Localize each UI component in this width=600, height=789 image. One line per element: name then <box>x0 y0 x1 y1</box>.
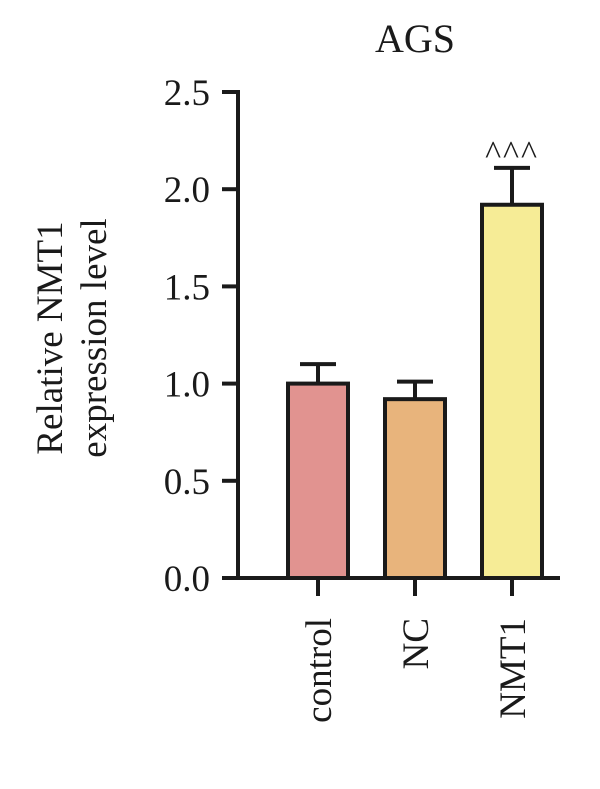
y-axis-label-line-2: expression level <box>74 218 115 457</box>
bar <box>480 202 544 580</box>
y-tick-label: 2.0 <box>164 170 210 211</box>
y-tick-label: 2.5 <box>164 73 210 114</box>
x-tick-labels: control NC NMT1 <box>299 618 534 723</box>
y-tick-labels: 0.0 0.5 1.0 1.5 2.0 2.5 <box>164 73 210 600</box>
bars: ^^^ <box>286 135 544 581</box>
y-axis-label: Relative NMT1 expression level <box>30 218 115 457</box>
x-tick-label: control <box>299 618 340 723</box>
y-tick-label: 1.5 <box>164 267 210 308</box>
y-tick-label: 1.0 <box>164 365 210 406</box>
x-tick-label: NC <box>396 618 437 669</box>
y-tick-label: 0.0 <box>164 559 210 600</box>
y-axis-label-line-1: Relative NMT1 <box>30 221 71 454</box>
bar <box>383 397 447 581</box>
chart-title: AGS <box>375 16 455 61</box>
bar-group-nc <box>383 379 447 581</box>
y-tick-label: 0.5 <box>164 462 210 503</box>
bar-group-nmt1: ^^^ <box>480 135 544 580</box>
bar <box>286 381 350 580</box>
significance-label: ^^^ <box>485 135 539 172</box>
x-tick-label: NMT1 <box>493 618 534 719</box>
bar-group-control <box>286 362 350 580</box>
